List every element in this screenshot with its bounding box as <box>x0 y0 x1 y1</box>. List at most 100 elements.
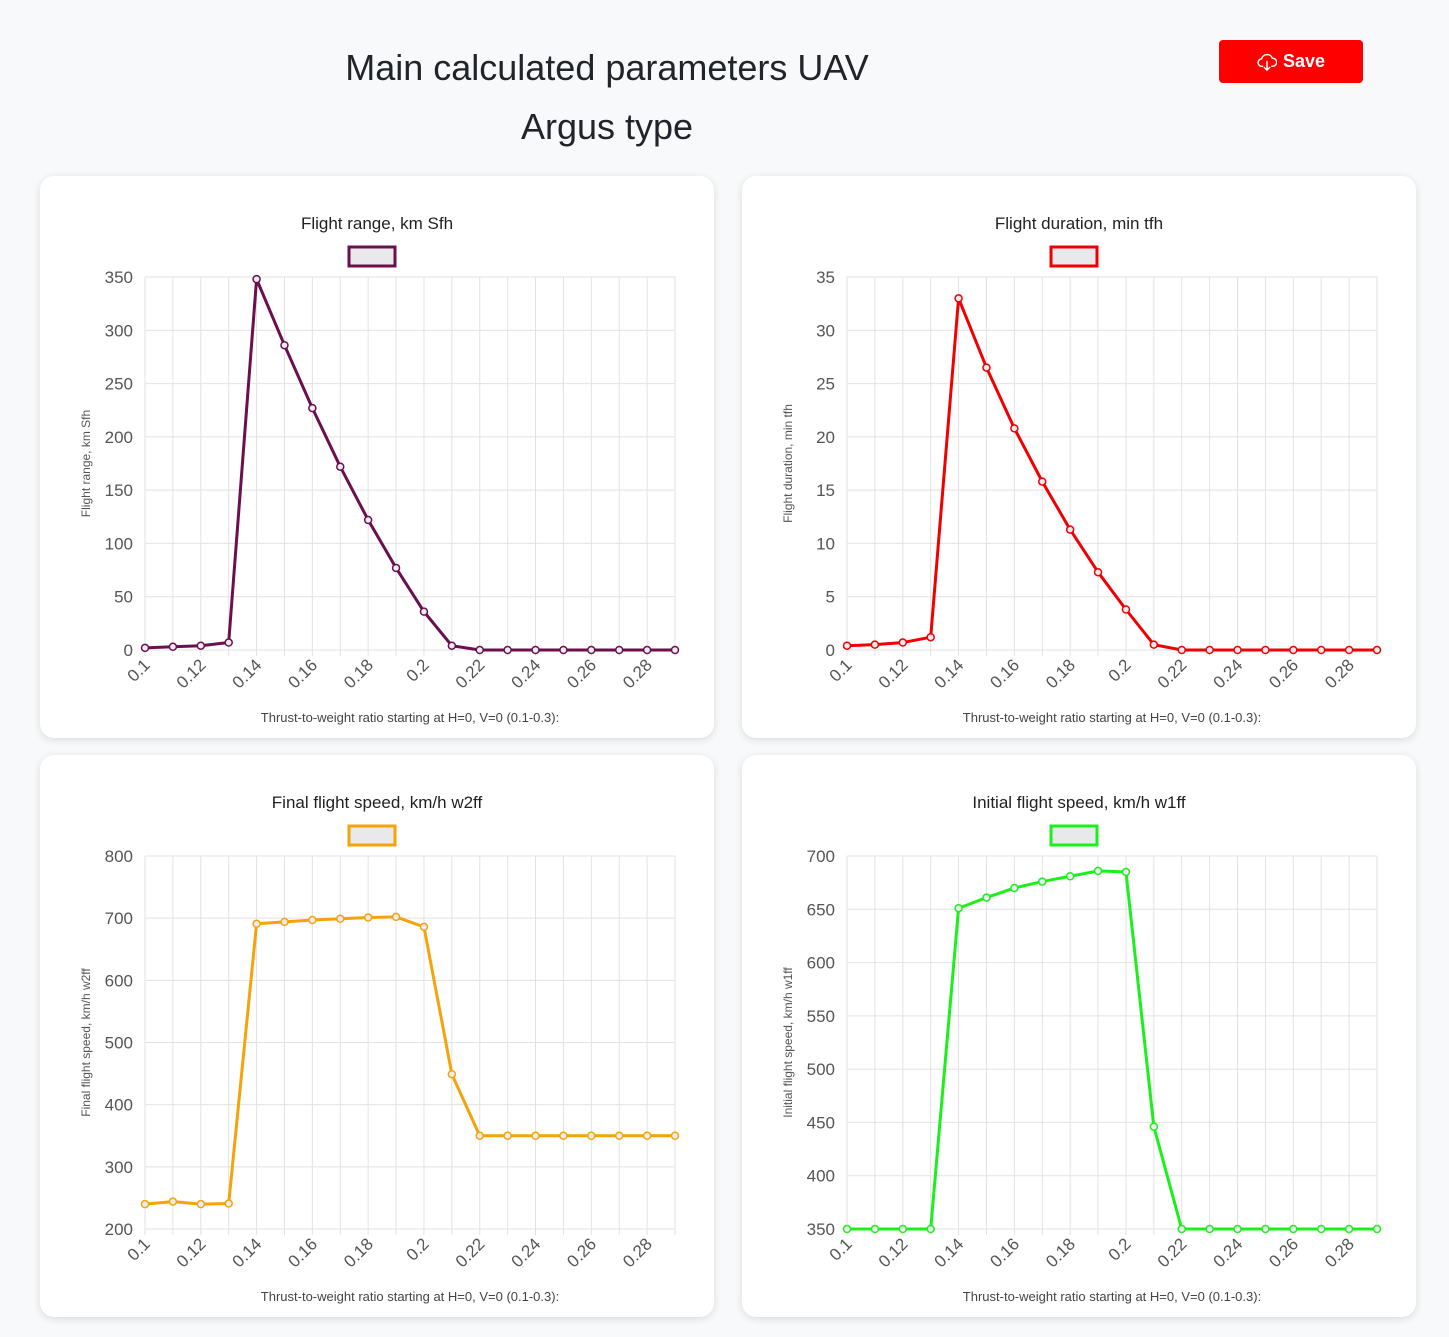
data-point <box>280 917 289 927</box>
data-point <box>1121 867 1131 877</box>
legend-swatch <box>1049 824 1099 847</box>
y-axis-label: Final flight speed, km/h w2ff <box>79 968 93 1117</box>
y-tick-label: 600 <box>105 971 133 990</box>
data-point <box>1149 1122 1159 1131</box>
y-tick-label: 25 <box>816 375 835 394</box>
x-tick-label: 0.28 <box>1321 1234 1358 1271</box>
data-point <box>336 462 345 471</box>
y-tick-label: 300 <box>105 321 133 340</box>
data-point <box>842 1224 852 1234</box>
chart-title: Flight range, km Sfh <box>301 214 453 233</box>
y-tick-label: 700 <box>807 847 835 866</box>
y-axis-label: Initial flight speed, km/h w1ff <box>781 967 795 1118</box>
data-point <box>898 638 908 647</box>
save-button[interactable]: Save <box>1219 40 1363 83</box>
y-tick-label: 35 <box>816 268 835 287</box>
page-title-line2: Argus type <box>520 106 694 148</box>
data-point <box>531 645 540 655</box>
data-point <box>1233 645 1242 655</box>
data-point <box>670 645 680 655</box>
x-axis-label: Thrust-to-weight ratio starting at H=0, … <box>261 710 559 725</box>
data-point <box>419 922 429 932</box>
data-point <box>224 638 233 647</box>
data-point <box>1233 1224 1242 1234</box>
data-point <box>419 607 429 616</box>
data-point <box>252 274 261 284</box>
y-tick-label: 30 <box>816 321 835 340</box>
data-point <box>954 294 963 303</box>
chart-title: Final flight speed, km/h w2ff <box>272 793 483 812</box>
x-tick-label: 0.16 <box>284 655 321 692</box>
flight-range-chart: Flight range, km Sfh 0 50 100 150 200 250 300 35… <box>79 214 680 725</box>
data-point <box>531 1131 540 1140</box>
data-point <box>1121 605 1131 614</box>
data-point <box>1038 877 1047 886</box>
data-point <box>280 340 289 350</box>
x-tick-label: 0.14 <box>931 1234 968 1271</box>
chart-card-flight-range: Flight range, km Sfh 0 50 100 150 200 250 300 35… <box>40 176 714 738</box>
data-point <box>503 1131 512 1140</box>
data-point <box>363 515 373 525</box>
initial-speed-chart: Initial flight speed, km/h w1ff 350 400 450… <box>781 793 1382 1304</box>
data-point <box>168 642 178 652</box>
x-tick-label: 0.26 <box>1265 655 1302 692</box>
page-title: Main calculated parameters UAV Argus typ… <box>0 38 1214 156</box>
x-tick-label: 0.2 <box>1105 655 1135 685</box>
data-point <box>1065 871 1075 881</box>
data-point <box>1316 645 1326 655</box>
y-axis-label: Flight duration, min tfh <box>781 404 795 523</box>
x-tick-label: 0.22 <box>1154 1234 1191 1271</box>
y-tick-label: 700 <box>105 909 133 928</box>
data-point <box>391 563 401 573</box>
legend-swatch <box>1049 245 1099 268</box>
y-tick-label: 0 <box>124 641 133 660</box>
x-tick-label: 0.16 <box>986 655 1023 692</box>
y-tick-label: 15 <box>816 481 835 500</box>
data-point <box>475 645 484 655</box>
data-point <box>196 1199 206 1209</box>
x-tick-label: 0.26 <box>563 1234 600 1271</box>
data-point <box>252 919 261 929</box>
x-tick-label: 0.26 <box>563 655 600 692</box>
data-point <box>140 1199 150 1209</box>
data-point <box>870 640 880 649</box>
data-point <box>614 645 624 655</box>
x-tick-label: 0.12 <box>875 1234 912 1271</box>
x-tick-label: 0.26 <box>1265 1234 1302 1271</box>
y-tick-label: 20 <box>816 428 835 447</box>
x-tick-label: 0.28 <box>619 655 656 692</box>
x-tick-label: 0.14 <box>229 1234 266 1271</box>
data-point <box>1010 424 1019 433</box>
data-point <box>1289 645 1298 655</box>
y-tick-label: 200 <box>105 1220 133 1239</box>
data-point <box>1289 1224 1298 1234</box>
chart-title: Initial flight speed, km/h w1ff <box>972 793 1186 812</box>
series-line <box>846 296 1377 652</box>
x-tick-label: 0.2 <box>1105 1234 1135 1264</box>
x-tick-label: 0.18 <box>340 655 377 692</box>
data-point <box>842 641 852 650</box>
data-point <box>926 1224 935 1234</box>
x-tick-label: 0.14 <box>229 655 266 692</box>
x-tick-label: 0.24 <box>1210 1234 1247 1271</box>
y-tick-label: 800 <box>105 847 133 866</box>
data-point <box>982 363 991 372</box>
y-tick-label: 0 <box>826 641 835 660</box>
data-point <box>587 645 596 655</box>
y-axis-label: Flight range, km Sfh <box>79 410 93 517</box>
x-tick-label: 0.24 <box>1210 655 1247 692</box>
cloud-download-icon <box>1257 52 1277 72</box>
x-tick-label: 0.16 <box>986 1234 1023 1271</box>
x-tick-label: 0.22 <box>452 655 489 692</box>
data-point <box>1149 640 1159 649</box>
data-point <box>308 915 317 925</box>
data-point <box>1344 1224 1354 1234</box>
y-tick-label: 500 <box>105 1034 133 1053</box>
x-tick-label: 0.18 <box>1042 1234 1079 1271</box>
grid-lines <box>144 276 676 656</box>
x-tick-label: 0.14 <box>931 655 968 692</box>
data-point <box>954 903 963 913</box>
data-point <box>1316 1224 1326 1234</box>
legend-swatch <box>347 824 397 847</box>
grid-lines <box>144 855 676 1235</box>
